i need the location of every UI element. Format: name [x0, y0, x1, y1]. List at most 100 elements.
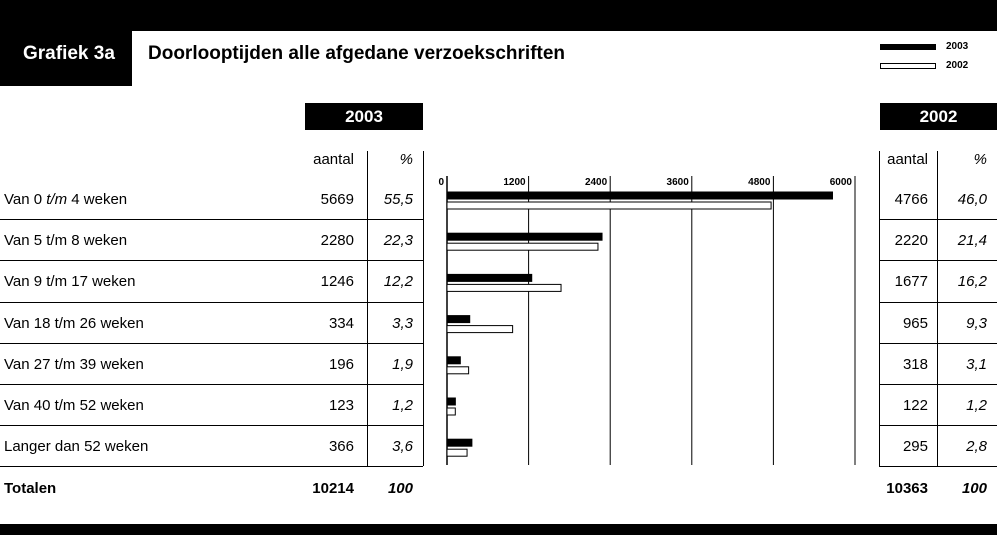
- row-divider: [879, 466, 997, 467]
- totals-count-2003: 10214: [312, 480, 354, 497]
- col-header-aantal-2002: aantal: [887, 151, 928, 168]
- col-header-pct-2003: %: [399, 151, 413, 168]
- row-pct-2003: 1,2: [392, 397, 413, 414]
- figure-label-box: Grafiek 3a: [0, 0, 132, 86]
- x-tick-label: 2400: [585, 177, 608, 188]
- row-pct-2003: 55,5: [383, 191, 413, 208]
- col-header-pct-2002: %: [973, 151, 987, 168]
- row-divider: [879, 302, 997, 303]
- bottom-bar: [0, 524, 997, 535]
- row-divider: [0, 219, 423, 220]
- bar-2002: [446, 448, 468, 457]
- row-count-2002: 318: [902, 355, 928, 373]
- bar-2003: [446, 191, 833, 200]
- legend-swatch-2002: [880, 63, 936, 69]
- bar-2003: [446, 356, 461, 365]
- row-count-2003: 196: [328, 355, 354, 373]
- row-count-2003: 123: [328, 397, 354, 414]
- row-divider: [879, 260, 997, 261]
- row-count-2002: 1677: [894, 273, 928, 291]
- bar-2003: [446, 232, 603, 241]
- bar-2003: [446, 315, 471, 324]
- row-label-text: Van 18 t/m 26 weken: [4, 314, 144, 332]
- row-pct-2003: 22,3: [383, 232, 413, 250]
- row-count-2002: 4766: [894, 191, 928, 208]
- row-count-2003: 1246: [320, 273, 354, 291]
- row-divider: [879, 384, 997, 385]
- column-divider: [937, 151, 938, 466]
- bar-2003: [446, 438, 473, 447]
- totals-label: Totalen: [4, 480, 57, 497]
- row-divider: [879, 425, 997, 426]
- row-label-text: Van 0: [4, 191, 47, 208]
- row-pct-2002: 1,2: [966, 397, 987, 414]
- row-divider: [0, 302, 423, 303]
- row-pct-2002: 21,4: [957, 232, 987, 250]
- row-label-text: Van 5 t/m 8 weken: [4, 232, 128, 250]
- column-divider: [367, 151, 368, 466]
- row-count-2002: 2220: [894, 232, 928, 250]
- row-pct-2003: 1,9: [392, 355, 413, 373]
- row-label: Van 0 t/m 4 weken: [4, 190, 127, 210]
- row-label: Van 40 t/m 52 weken: [4, 396, 144, 416]
- totals-count-2002: 10363: [886, 480, 928, 497]
- row-pct-2003: 3,3: [392, 314, 413, 332]
- row-count-2003: 5669: [320, 191, 354, 208]
- row-pct-2002: 3,1: [966, 355, 987, 373]
- totals-pct-2003: 100: [387, 480, 413, 497]
- legend-label-2002: 2002: [946, 60, 969, 71]
- x-tick-label: 3600: [667, 177, 690, 188]
- row-count-2003: 334: [328, 314, 354, 332]
- bar-2002: [446, 201, 772, 210]
- x-tick-label: 4800: [748, 177, 771, 188]
- row-divider: [0, 260, 423, 261]
- row-divider: [879, 343, 997, 344]
- legend-label-2003: 2003: [946, 41, 969, 52]
- column-divider: [879, 151, 880, 466]
- row-label: Van 5 t/m 8 weken: [4, 231, 127, 251]
- row-count-2003: 366: [328, 438, 354, 456]
- bar-2002: [446, 242, 599, 251]
- row-label-suffix: 4 weken: [67, 191, 128, 208]
- row-divider: [0, 343, 423, 344]
- x-tick-label: 0: [438, 177, 444, 188]
- row-divider: [879, 219, 997, 220]
- row-divider: [0, 425, 423, 426]
- column-divider: [423, 151, 424, 466]
- bar-2002: [446, 366, 470, 375]
- row-divider: [0, 384, 423, 385]
- chart-title: Doorlooptijden alle afgedane verzoekschr…: [148, 43, 566, 64]
- row-divider: [0, 466, 423, 467]
- row-pct-2002: 9,3: [966, 314, 987, 332]
- top-bar: [0, 0, 997, 31]
- row-label-text: Van 9 t/m 17 weken: [4, 273, 136, 291]
- row-count-2003: 2280: [320, 232, 354, 250]
- row-count-2002: 295: [902, 438, 928, 456]
- legend-swatch-2003: [880, 44, 936, 50]
- row-label: Van 27 t/m 39 weken: [4, 355, 144, 375]
- year-header-2002: 2002: [880, 103, 997, 130]
- row-pct-2002: 2,8: [966, 438, 987, 456]
- x-tick-label: 1200: [503, 177, 526, 188]
- row-label-text: Van 27 t/m 39 weken: [4, 355, 144, 373]
- row-label: Langer dan 52 weken: [4, 437, 148, 457]
- row-label-text: Langer dan 52 weken: [4, 438, 149, 456]
- figure-label: Grafiek 3a: [23, 43, 115, 64]
- row-label: Van 18 t/m 26 weken: [4, 314, 144, 334]
- row-count-2002: 122: [902, 397, 928, 414]
- bar-2003: [446, 397, 456, 406]
- row-label: Van 9 t/m 17 weken: [4, 272, 135, 292]
- bar-2002: [446, 325, 514, 334]
- bar-2002: [446, 407, 456, 416]
- row-label-text: Van 40 t/m 52 weken: [4, 397, 144, 414]
- row-pct-2002: 46,0: [957, 191, 987, 208]
- row-pct-2002: 16,2: [957, 273, 987, 291]
- row-label-italic: t/m: [46, 191, 68, 208]
- year-header-2003: 2003: [305, 103, 423, 130]
- row-pct-2003: 3,6: [392, 438, 413, 456]
- col-header-aantal-2003: aantal: [313, 151, 354, 168]
- x-tick-label: 6000: [830, 177, 853, 188]
- bar-2003: [446, 273, 533, 282]
- totals-pct-2002: 100: [961, 480, 987, 497]
